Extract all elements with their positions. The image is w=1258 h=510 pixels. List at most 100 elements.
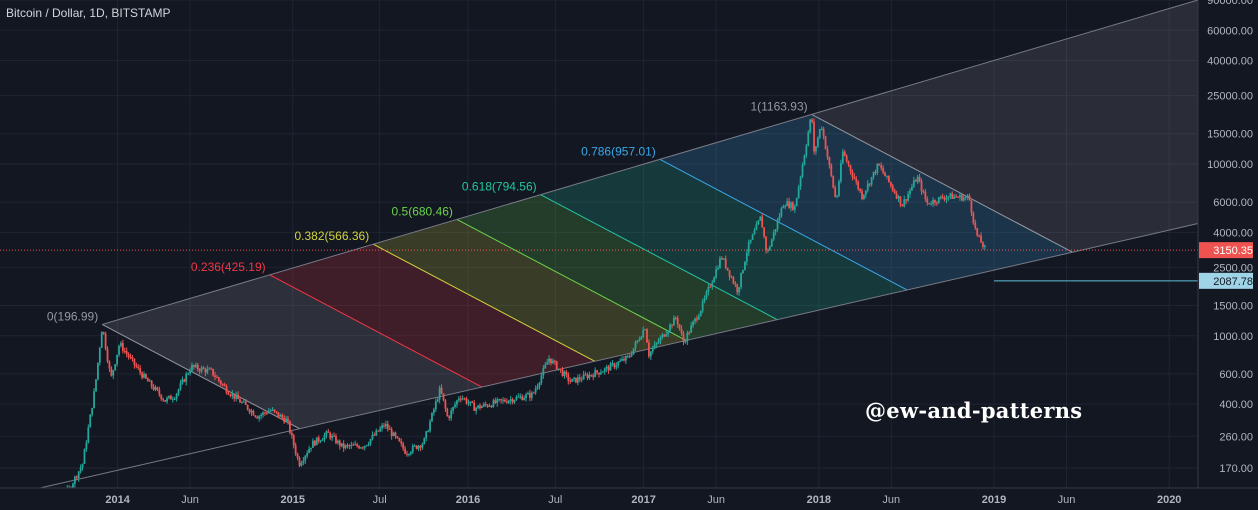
fib-label: 0.786(957.01) xyxy=(581,144,656,158)
candle-body xyxy=(757,220,760,225)
candle-body xyxy=(638,339,641,341)
candle-body xyxy=(559,368,562,370)
candle-body xyxy=(212,368,215,376)
candle-body xyxy=(350,444,353,447)
candle-body xyxy=(223,384,226,387)
price-axis[interactable]: 170.00 260.00 400.00 600.00 1000.00 1500.00 25… xyxy=(1197,0,1258,510)
candle-body xyxy=(824,136,827,150)
candle-body xyxy=(955,196,957,198)
fib-zone xyxy=(102,274,483,429)
candle-body xyxy=(415,445,418,449)
candle-body xyxy=(154,387,157,390)
candle-body xyxy=(423,438,426,445)
candle-body xyxy=(371,434,374,439)
candle-body xyxy=(709,286,712,288)
candle-body xyxy=(313,440,316,446)
candle-body xyxy=(861,191,863,199)
candle-body xyxy=(640,337,643,340)
candle-body xyxy=(845,155,848,162)
candle-body xyxy=(786,201,789,206)
candle-body xyxy=(120,342,122,346)
candle-body xyxy=(110,368,113,376)
candle-body xyxy=(648,342,650,357)
candle-body xyxy=(734,283,737,285)
candle-body xyxy=(598,372,600,375)
candle-body xyxy=(815,146,817,152)
candle-body xyxy=(749,239,752,243)
candle-body xyxy=(818,129,821,138)
fib-line xyxy=(811,113,1073,253)
candle-body xyxy=(340,443,343,447)
candle-body xyxy=(250,410,253,413)
candle-body xyxy=(590,374,593,376)
candle-body xyxy=(932,199,934,204)
candle-body xyxy=(91,407,94,415)
candle-body xyxy=(504,399,506,402)
candle-body xyxy=(665,334,668,337)
candle-body xyxy=(327,431,330,433)
candle-body xyxy=(751,234,754,240)
candle-body xyxy=(141,372,143,378)
fib-zone xyxy=(659,114,1073,290)
candle-body xyxy=(782,206,785,209)
candle-body xyxy=(903,199,906,207)
candle-body xyxy=(653,344,656,349)
candle-body xyxy=(580,379,583,381)
candle-body xyxy=(434,401,437,410)
candle-body xyxy=(498,399,501,401)
candle-body xyxy=(409,452,412,455)
candle-body xyxy=(671,324,673,326)
candle-body xyxy=(488,405,491,407)
candle-body xyxy=(308,448,310,453)
fib-line xyxy=(269,274,483,388)
candle-body xyxy=(962,197,965,201)
candle-body xyxy=(521,396,524,401)
candle-body xyxy=(828,157,831,165)
candle-body xyxy=(202,367,205,369)
candle-body xyxy=(438,387,441,400)
candle-body xyxy=(630,354,633,357)
candle-body xyxy=(400,441,403,444)
candle-body xyxy=(484,403,487,405)
candle-body xyxy=(742,269,744,273)
candle-body xyxy=(287,418,289,422)
candle-body xyxy=(759,216,762,221)
candle-body xyxy=(346,445,349,447)
candle-body xyxy=(801,164,804,177)
candle-body xyxy=(210,368,213,370)
candle-body xyxy=(889,182,892,186)
time-axis[interactable]: 2014 Jun 2015 Jul 2016 Jul 2017 Jun 2018 Jun 2019 J… xyxy=(0,487,1258,510)
candle-body xyxy=(953,196,956,199)
candle-body xyxy=(456,400,458,405)
chart-grid xyxy=(0,0,1198,488)
candle-body xyxy=(646,329,648,343)
candle-body xyxy=(306,452,309,456)
candle-body xyxy=(527,393,529,395)
candle-body xyxy=(838,181,840,196)
candle-body xyxy=(703,297,706,302)
candle-body xyxy=(792,202,794,210)
candle-body xyxy=(480,406,483,409)
chart-title: Bitcoin / Dollar, 1D, BITSTAMP xyxy=(6,6,171,20)
time-tick-label: Jun xyxy=(882,494,900,506)
candle-body xyxy=(377,430,380,432)
candle-body xyxy=(413,445,416,447)
candle-body xyxy=(454,404,456,408)
candle-body xyxy=(874,171,877,173)
candle-body xyxy=(628,355,631,357)
candle-body xyxy=(156,387,159,390)
candle-body xyxy=(619,360,622,362)
candle-body xyxy=(870,177,873,185)
candle-body xyxy=(682,333,685,343)
candle-body xyxy=(536,386,539,389)
candle-body xyxy=(596,370,598,373)
fib-line xyxy=(372,243,596,362)
author-watermark: @ew-and-patterns xyxy=(865,398,1083,423)
candle-body xyxy=(922,191,925,193)
candle-body xyxy=(763,227,766,237)
candle-body xyxy=(162,399,165,401)
candle-body xyxy=(935,202,938,204)
candle-body xyxy=(479,405,481,409)
candle-body xyxy=(121,342,124,351)
